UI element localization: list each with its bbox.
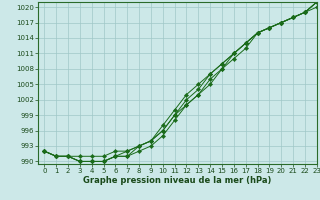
X-axis label: Graphe pression niveau de la mer (hPa): Graphe pression niveau de la mer (hPa) (84, 176, 272, 185)
